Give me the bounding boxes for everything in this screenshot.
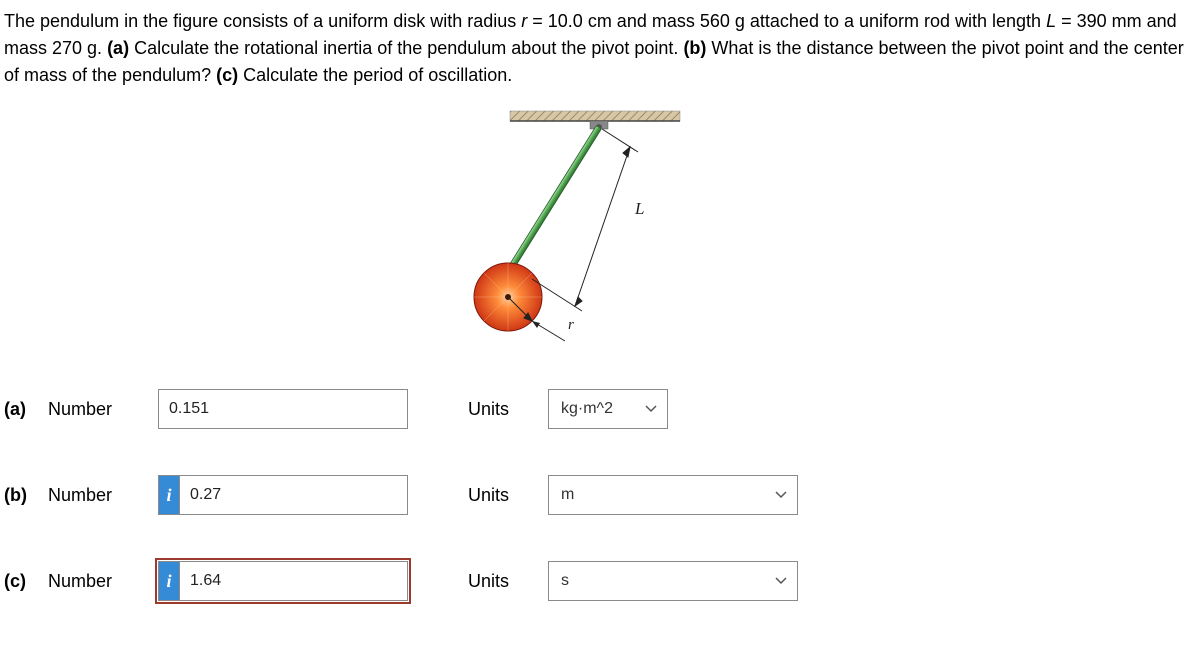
q-a-label: (a) xyxy=(107,38,129,58)
chevron-down-icon xyxy=(645,405,657,413)
q-a-text: Calculate the rotational inertia of the … xyxy=(129,38,683,58)
info-icon[interactable]: i xyxy=(159,476,180,514)
units-value-b: m xyxy=(561,486,574,504)
part-label-b: (b) xyxy=(4,485,48,506)
figure-r-label: r xyxy=(568,317,574,333)
pendulum-figure: L r xyxy=(470,109,730,359)
units-label-a: Units xyxy=(468,399,548,420)
answer-row-c: (c) Number i Units s xyxy=(4,561,1196,601)
number-input-c[interactable]: i xyxy=(158,561,408,601)
q-c-label: (c) xyxy=(216,65,238,85)
figure-container: L r xyxy=(4,109,1196,359)
info-icon[interactable]: i xyxy=(159,562,180,600)
number-field-b[interactable] xyxy=(180,476,407,514)
chevron-down-icon xyxy=(775,577,787,585)
answer-row-a: (a) Number 0.151 Units kg·m^2 xyxy=(4,389,1196,429)
number-label-c: Number xyxy=(48,571,158,592)
q-L-var: L xyxy=(1046,11,1056,31)
number-label-a: Number xyxy=(48,399,158,420)
units-label-b: Units xyxy=(468,485,548,506)
question-text: The pendulum in the figure consists of a… xyxy=(4,8,1196,89)
units-value-c: s xyxy=(561,572,569,590)
units-value-a: kg·m^2 xyxy=(561,400,613,418)
number-field-c[interactable] xyxy=(180,562,407,600)
number-label-b: Number xyxy=(48,485,158,506)
q-r-eq: = 10.0 cm and mass 560 g attached to a u… xyxy=(527,11,1046,31)
q-prefix: The pendulum in the figure consists of a… xyxy=(4,11,521,31)
units-label-c: Units xyxy=(468,571,548,592)
q-c-text: Calculate the period of oscillation. xyxy=(238,65,512,85)
part-label-a: (a) xyxy=(4,399,48,420)
chevron-down-icon xyxy=(775,491,787,499)
number-input-a[interactable]: 0.151 xyxy=(158,389,408,429)
number-value-a: 0.151 xyxy=(169,400,209,418)
number-input-b[interactable]: i xyxy=(158,475,408,515)
figure-L-label: L xyxy=(634,199,644,218)
units-select-c[interactable]: s xyxy=(548,561,798,601)
part-label-c: (c) xyxy=(4,571,48,592)
answer-row-b: (b) Number i Units m xyxy=(4,475,1196,515)
units-select-b[interactable]: m xyxy=(548,475,798,515)
units-select-a[interactable]: kg·m^2 xyxy=(548,389,668,429)
q-b-label: (b) xyxy=(683,38,706,58)
